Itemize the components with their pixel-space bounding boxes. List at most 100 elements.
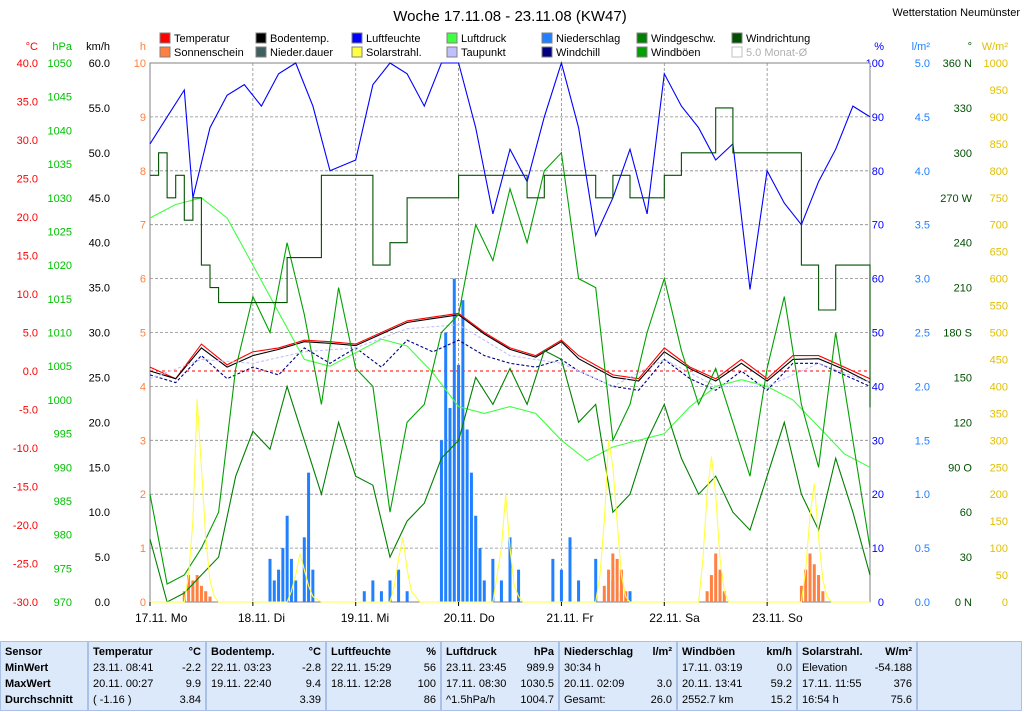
legend-swatch <box>159 32 171 44</box>
tick-label-wm2: 50 <box>996 570 1008 582</box>
stats-value: l/m² <box>652 646 672 658</box>
legend-swatch <box>731 32 743 44</box>
stats-row: 19.11. 22:40 9.4 <box>211 676 321 692</box>
stats-time: Bodentemp. <box>211 646 275 658</box>
stats-panel: Solarstrahl. W/m² Elevation -54.188 17.11. 1… <box>797 641 917 711</box>
stats-time: Luftfeuchte <box>331 646 391 658</box>
legend-label: Niederschlag <box>556 33 620 45</box>
bar-sonnenschein <box>191 580 195 602</box>
tick-label-pct: 10 <box>872 543 884 555</box>
bar-sonnenschein <box>714 553 718 602</box>
tick-label-pct: 40 <box>872 381 884 393</box>
bar-sonnenschein <box>611 553 615 602</box>
series-line-windben <box>149 151 871 585</box>
stats-time: Gesamt: <box>564 694 606 706</box>
axis-unit-lm2: l/m² <box>912 41 931 53</box>
stats-time: 17.11. 03:19 <box>682 662 743 674</box>
tick-label-wm2: 150 <box>990 516 1008 528</box>
bar-niederschlag <box>362 591 366 602</box>
series-line-taupunkt <box>149 324 871 388</box>
tick-label-kmh: 15.0 <box>89 462 110 474</box>
bar-niederschlag <box>397 569 401 602</box>
axis-unit-temp: °C <box>26 41 38 53</box>
bar-niederschlag <box>469 472 473 602</box>
bar-sonnenschein <box>718 569 722 602</box>
stats-row: 22.11. 15:29 56 <box>331 660 436 676</box>
stats-value: 376 <box>893 678 912 690</box>
stats-time: 23.11. 23:45 <box>446 662 507 674</box>
stats-time: 2552.7 km <box>682 694 734 706</box>
legend: Temperatur Sonnenschein Bodentemp. Nieder.d… <box>159 32 810 59</box>
tick-label-wm2: 400 <box>990 381 1008 393</box>
x-tick-label: 21.11. Fr <box>546 611 593 625</box>
axis-unit-hours: h <box>140 41 146 53</box>
legend-label: Luftdruck <box>461 33 507 45</box>
tick-label-temp: -15.0 <box>13 482 38 494</box>
tick-label-kmh: 10.0 <box>89 507 110 519</box>
axis-unit-pct: % <box>874 41 884 53</box>
tick-label-temp: 20.0 <box>17 212 38 224</box>
tick-label-wm2: 250 <box>990 462 1008 474</box>
stats-row: Solarstrahl. W/m² <box>802 644 912 660</box>
tick-label-kmh: 55.0 <box>89 103 110 115</box>
tick-label-kmh: 40.0 <box>89 238 110 250</box>
stats-filler <box>917 641 1022 711</box>
tick-label-kmh: 35.0 <box>89 283 110 295</box>
legend-swatch <box>351 46 363 58</box>
stats-time: ( -1.16 ) <box>93 694 132 706</box>
stats-row: 17.11. 11:55 376 <box>802 676 912 692</box>
stats-time: Niederschlag <box>564 646 634 658</box>
tick-label-hours: 7 <box>140 220 146 232</box>
stats-panel: Niederschlag l/m² 30:34 h 20.11. 02:09 3.0 Ge… <box>559 641 677 711</box>
tick-label-wm2: 300 <box>990 435 1008 447</box>
stats-row-labels: Sensor MinWert MaxWert Durchschnitt <box>0 641 88 711</box>
legend-label: Windchill <box>556 47 600 59</box>
tick-label-hpa: 1025 <box>48 226 72 238</box>
stats-value: 1004.7 <box>520 694 554 706</box>
stats-value: 1030.5 <box>520 678 554 690</box>
tick-label-wm2: 350 <box>990 408 1008 420</box>
legend-swatch <box>541 32 553 44</box>
stats-time: Luftdruck <box>446 646 497 658</box>
bar-niederschlag <box>452 278 456 602</box>
stats-panel: Bodentemp. °C 22.11. 03:23 -2.8 19.11. 22:40… <box>206 641 326 711</box>
axes: °C40.035.030.025.020.015.010.05.00.0-5.0… <box>13 41 1008 609</box>
tick-label-lm2: 1.5 <box>915 435 930 447</box>
legend-swatch <box>255 32 267 44</box>
stats-value: 86 <box>423 694 436 706</box>
tick-label-wm2: 500 <box>990 328 1008 340</box>
stats-value: 3.0 <box>656 678 672 690</box>
x-tick-label: 19.11. Mi <box>341 611 389 625</box>
stats-row: 17.11. 03:19 0.0 <box>682 660 792 676</box>
tick-label-wm2: 850 <box>990 139 1008 151</box>
bar-niederschlag <box>439 440 443 602</box>
tick-label-kmh: 5.0 <box>95 552 110 564</box>
bar-sonnenschein <box>821 591 825 602</box>
series-line-luftfeuchte <box>149 61 871 290</box>
bar-sonnenschein <box>705 591 709 602</box>
tick-label-temp: -5.0 <box>19 405 38 417</box>
stats-row: 2552.7 km 15.2 <box>682 692 792 708</box>
bar-niederschlag <box>594 558 598 602</box>
tick-label-hours: 2 <box>140 489 146 501</box>
bar-niederschlag <box>465 429 469 602</box>
tick-label-wm2: 1000 <box>984 58 1008 70</box>
tick-label-temp: 30.0 <box>17 135 38 147</box>
tick-label-hpa: 1020 <box>48 260 72 272</box>
bar-sonnenschein <box>808 553 812 602</box>
tick-label-hours: 8 <box>140 166 146 178</box>
bar-niederschlag <box>277 569 281 602</box>
bar-sonnenschein <box>602 585 606 602</box>
tick-label-hours: 0 <box>140 597 146 609</box>
stats-row: 86 <box>331 692 436 708</box>
tick-label-deg: 30 <box>960 552 972 564</box>
bar-niederschlag <box>482 580 486 602</box>
stats-value: 3.84 <box>179 694 201 706</box>
bar-sonnenschein <box>204 591 208 602</box>
tick-label-hpa: 990 <box>54 462 72 474</box>
legend-swatch <box>351 32 363 44</box>
bar-niederschlag <box>461 300 465 602</box>
stats-value: W/m² <box>885 646 912 658</box>
stats-row: Gesamt: 26.0 <box>564 692 672 708</box>
axis-unit-wm2: W/m² <box>982 41 1009 53</box>
